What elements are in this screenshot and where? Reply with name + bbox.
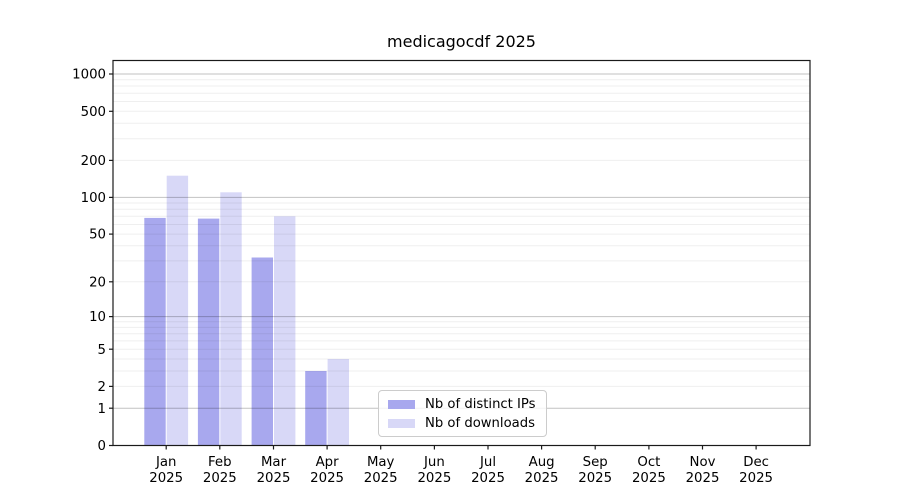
bar-downloads-apr — [327, 359, 349, 446]
y-tick-label: 1000 — [72, 68, 106, 83]
bar-downloads-jan — [166, 175, 189, 446]
x-tick-label-month: Jun — [423, 455, 445, 470]
x-tick-label-month: Nov — [690, 455, 716, 470]
y-tick-label: 2 — [98, 380, 106, 395]
x-tick-label-year: 2025 — [686, 471, 720, 486]
bar-downloads-feb — [220, 192, 242, 446]
bar-downloads-mar — [274, 216, 296, 446]
x-tick-label-month: Jul — [479, 455, 496, 470]
x-tick-label-month: Apr — [316, 455, 340, 470]
x-tick-label-year: 2025 — [364, 471, 398, 486]
legend-swatch-downloads — [388, 418, 415, 428]
legend-label-downloads: Nb of downloads — [425, 415, 535, 431]
x-tick-label-year: 2025 — [417, 471, 451, 486]
x-tick-label-month: Mar — [261, 455, 287, 470]
x-tick-label-month: Jan — [155, 455, 177, 470]
x-tick-label-year: 2025 — [257, 471, 291, 486]
x-tick-label-month: Sep — [583, 455, 608, 470]
y-tick-label: 100 — [81, 191, 106, 206]
x-tick-label-year: 2025 — [578, 471, 612, 486]
x-tick-label-year: 2025 — [471, 471, 505, 486]
y-tick-label: 10 — [89, 310, 106, 325]
bar-distinct-ips-feb — [197, 218, 220, 446]
legend: Nb of distinct IPs Nb of downloads — [378, 390, 547, 437]
x-tick-label-month: Dec — [743, 455, 769, 470]
legend-item-distinct-ips: Nb of distinct IPs — [388, 397, 537, 412]
x-tick-label-year: 2025 — [632, 471, 666, 486]
bar-distinct-ips-jan — [144, 217, 166, 446]
x-tick-label-year: 2025 — [739, 471, 773, 486]
y-tick-label: 500 — [81, 105, 106, 120]
x-tick-label-year: 2025 — [525, 471, 559, 486]
x-tick-label-year: 2025 — [149, 471, 183, 486]
chart-title: medicagocdf 2025 — [387, 32, 536, 51]
x-tick-label-year: 2025 — [310, 471, 344, 486]
legend-label-distinct-ips: Nb of distinct IPs — [425, 396, 536, 412]
bar-distinct-ips-mar — [251, 257, 273, 446]
y-tick-label: 0 — [98, 439, 106, 454]
y-tick-label: 50 — [89, 228, 106, 243]
x-tick-label-month: Feb — [208, 455, 232, 470]
grid-group — [113, 73, 810, 409]
bars-group — [144, 175, 349, 446]
plot-frame — [112, 59, 811, 447]
legend-item-downloads: Nb of downloads — [388, 416, 537, 431]
y-tick-label: 1 — [98, 402, 106, 417]
x-tick-label-year: 2025 — [203, 471, 237, 486]
legend-swatch-distinct-ips — [388, 399, 415, 409]
x-tick-label-month: May — [367, 455, 395, 470]
y-tick-label: 5 — [98, 343, 106, 358]
y-tick-label: 20 — [89, 275, 106, 290]
x-tick-label-month: Aug — [529, 455, 555, 470]
y-tick-label: 200 — [81, 154, 106, 169]
x-tick-label-month: Oct — [637, 455, 660, 470]
